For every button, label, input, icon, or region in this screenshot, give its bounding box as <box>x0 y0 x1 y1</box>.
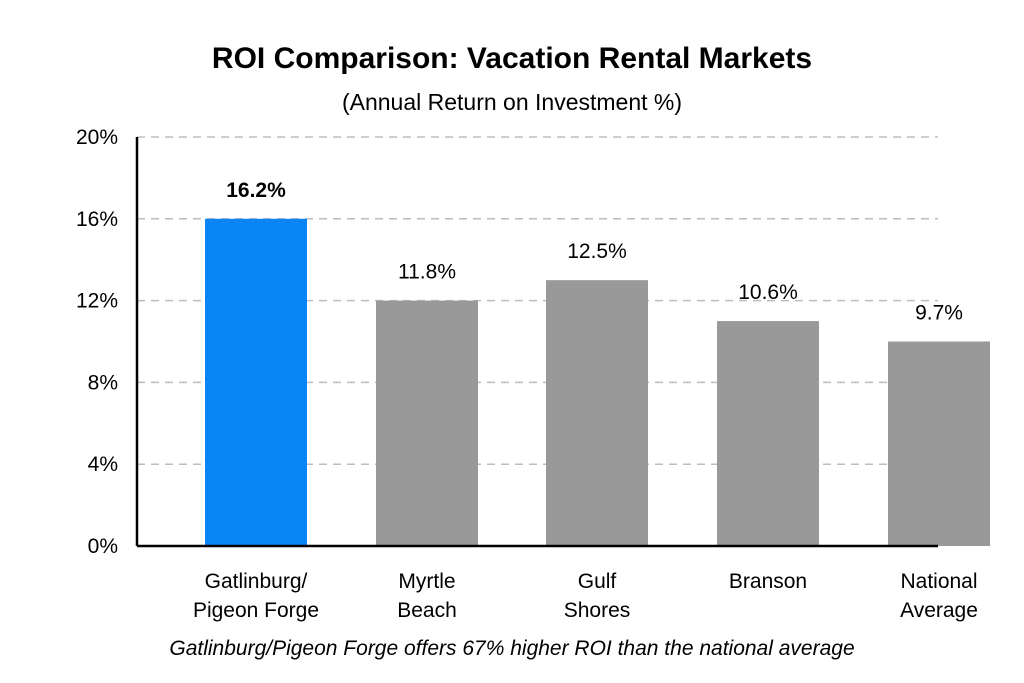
bar <box>888 341 990 546</box>
data-label: 16.2% <box>226 179 286 202</box>
chart-title: ROI Comparison: Vacation Rental Markets <box>212 42 812 75</box>
y-tick-label: 4% <box>88 453 118 476</box>
category-label: Gatlinburg/ <box>205 570 308 593</box>
bar <box>546 280 648 546</box>
y-axis-ticks: 0% 4% 8% 12% 16% 20% <box>76 126 118 558</box>
data-label: 12.5% <box>567 240 627 263</box>
category-label: Shores <box>564 599 631 622</box>
category-label: National <box>900 570 977 593</box>
y-tick-label: 16% <box>76 208 118 231</box>
bars <box>205 218 990 547</box>
category-label: Average <box>900 599 978 622</box>
y-tick-label: 8% <box>88 371 118 394</box>
category-label: Myrtle <box>398 570 455 593</box>
bar <box>205 218 307 547</box>
category-label: Branson <box>729 570 807 593</box>
chart-footnote: Gatlinburg/Pigeon Forge offers 67% highe… <box>169 637 854 660</box>
category-label: Pigeon Forge <box>193 599 319 622</box>
category-labels: Gatlinburg/Pigeon Forge Myrtle Beach Gulf Sh… <box>193 570 978 622</box>
category-label: Gulf <box>578 570 617 593</box>
y-tick-label: 20% <box>76 126 118 149</box>
bar <box>376 300 478 546</box>
bar <box>717 321 819 546</box>
y-tick-label: 0% <box>88 535 118 558</box>
chart-subtitle: (Annual Return on Investment %) <box>342 89 682 115</box>
data-label: 11.8% <box>398 261 456 284</box>
data-label: 9.7% <box>915 302 963 325</box>
data-labels: 16.2% 11.8% 12.5% 10.6% 9.7% <box>226 179 963 325</box>
data-label: 10.6% <box>738 281 798 304</box>
axes <box>135 137 938 548</box>
y-tick-label: 12% <box>76 290 118 313</box>
category-label: Beach <box>397 599 457 622</box>
